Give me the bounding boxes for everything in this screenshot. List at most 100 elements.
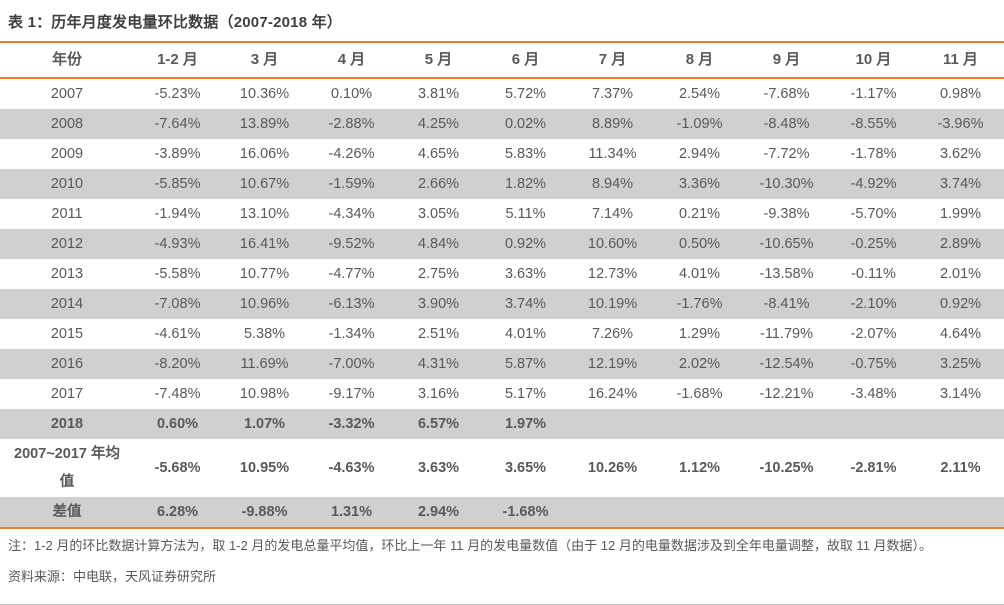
row-label: 2017 <box>50 386 84 402</box>
table-row: 2007~2017 年均值 -5.68% 10.95% -4.63% 3.63% 3.65… <box>0 439 1004 497</box>
table-cell: -4.63% <box>328 460 375 476</box>
table-row: 2015 -4.61% 5.38% -1.34% 2.51% 4.01% 7.26% 1.29… <box>0 319 1004 349</box>
table-cell: 6.28% <box>156 504 199 520</box>
table-body: 2007 -5.23% 10.36% 0.10% 3.81% 5.72% 7.37% 2.54… <box>0 78 1004 528</box>
table-cell: -1.09% <box>676 116 723 132</box>
table-cell: -2.88% <box>328 116 375 132</box>
table-row: 差值 6.28% -9.88% 1.31% 2.94% -1.68% <box>0 497 1004 528</box>
table-cell: 3.65% <box>504 460 547 476</box>
table-row: 2016 -8.20% 11.69% -7.00% 4.31% 5.87% 12.19% 2.… <box>0 349 1004 379</box>
mom-data-table: 年份 1-2 月 3 月 4 月 5 月 6 月 7 月 8 月 9 月 10 月 11 月 200… <box>0 41 1004 529</box>
table-cell: 1.12% <box>678 460 721 476</box>
table-cell <box>743 497 830 528</box>
row-label: 2012 <box>50 236 84 252</box>
row-label: 差值 <box>52 504 82 520</box>
table-cell: -5.23% <box>154 86 201 102</box>
table-cell: 4.64% <box>939 326 982 342</box>
table-cell: -8.41% <box>763 296 810 312</box>
table-cell: -4.26% <box>328 146 375 162</box>
table-cell: -1.76% <box>676 296 723 312</box>
row-label: 2010 <box>50 176 84 192</box>
table-cell: -3.96% <box>937 116 984 132</box>
row-label: 2011 <box>51 206 83 222</box>
table-cell: 7.26% <box>591 326 634 342</box>
table-cell: 10.77% <box>239 266 290 282</box>
table-cell: 4.31% <box>417 356 460 372</box>
table-cell <box>743 409 830 439</box>
table-cell: 11.69% <box>240 356 289 372</box>
table-cell: -2.10% <box>850 296 897 312</box>
table-cell: -0.11% <box>851 266 896 282</box>
table-cell: 10.95% <box>239 460 290 476</box>
row-label: 2015 <box>50 326 84 342</box>
table-cell: -9.52% <box>328 236 375 252</box>
table-cell: 4.01% <box>504 326 547 342</box>
year-column-header: 年份 <box>51 51 82 68</box>
row-label: 2016 <box>50 356 84 372</box>
table-cell: 3.16% <box>417 386 460 402</box>
month-column-header: 9 月 <box>772 51 801 68</box>
table-cell: 16.24% <box>587 386 638 402</box>
month-column-header: 11 月 <box>942 51 979 68</box>
table-cell <box>656 497 743 528</box>
table-cell <box>569 409 656 439</box>
table-cell: -9.17% <box>328 386 375 402</box>
table-cell: 10.26% <box>587 460 638 476</box>
row-label: 2014 <box>50 296 84 312</box>
table-cell: -1.34% <box>328 326 375 342</box>
table-cell: 7.37% <box>591 86 634 102</box>
table-cell: 13.89% <box>239 116 290 132</box>
table-row: 2014 -7.08% 10.96% -6.13% 3.90% 3.74% 10.19% -1… <box>0 289 1004 319</box>
table-cell: -5.70% <box>850 206 897 222</box>
table-cell: -10.30% <box>759 176 814 192</box>
table-cell: 1.82% <box>504 176 547 192</box>
table-cell: -3.89% <box>154 146 201 162</box>
table-row: 2010 -5.85% 10.67% -1.59% 2.66% 1.82% 8.94% 3.3… <box>0 169 1004 199</box>
table-cell: 6.57% <box>417 416 460 432</box>
table-cell: 3.05% <box>417 206 460 222</box>
table-cell: -6.13% <box>328 296 375 312</box>
table-cell: -5.68% <box>154 460 201 476</box>
table-cell: -9.88% <box>241 504 288 520</box>
table-cell: -7.48% <box>154 386 201 402</box>
table-cell: 5.83% <box>504 146 547 162</box>
table-cell: 3.25% <box>939 356 982 372</box>
table-cell: 10.96% <box>239 296 290 312</box>
table-cell: 0.02% <box>504 116 547 132</box>
table-cell: 3.62% <box>939 146 982 162</box>
table-cell: 16.06% <box>239 146 290 162</box>
row-label: 2009 <box>50 146 84 162</box>
table-cell: -3.48% <box>850 386 897 402</box>
table-cell: 7.14% <box>591 206 634 222</box>
table-cell: -4.93% <box>154 236 201 252</box>
table-cell: 0.10% <box>330 86 373 102</box>
table-cell: 13.10% <box>239 206 290 222</box>
table-row: 2013 -5.58% 10.77% -4.77% 2.75% 3.63% 12.73% 4.… <box>0 259 1004 289</box>
table-cell: 12.73% <box>587 266 638 282</box>
table-cell: 8.89% <box>591 116 634 132</box>
table-cell: -12.54% <box>759 356 814 372</box>
table-cell: 2.89% <box>939 236 982 252</box>
table-cell: -0.75% <box>850 356 897 372</box>
table-cell: -10.25% <box>759 460 814 476</box>
month-column-header: 8 月 <box>685 51 714 68</box>
table-cell: -8.20% <box>154 356 201 372</box>
table-cell: 3.63% <box>504 266 547 282</box>
table-cell: 0.92% <box>504 236 547 252</box>
table-row: 2009 -3.89% 16.06% -4.26% 4.65% 5.83% 11.34% 2.… <box>0 139 1004 169</box>
table-cell: 2.75% <box>417 266 460 282</box>
table-cell: -8.55% <box>850 116 897 132</box>
month-column-header: 5 月 <box>424 51 453 68</box>
month-column-header: 4 月 <box>337 51 366 68</box>
table-cell <box>656 409 743 439</box>
table-cell: 2.51% <box>417 326 460 342</box>
table-cell: -1.59% <box>328 176 375 192</box>
table-cell: 4.25% <box>417 116 460 132</box>
table-cell: 12.19% <box>587 356 638 372</box>
table-cell: 2.94% <box>678 146 721 162</box>
table-cell: -1.78% <box>850 146 897 162</box>
table-cell: 2.66% <box>417 176 460 192</box>
table-cell: -0.25% <box>850 236 897 252</box>
row-label: 2008 <box>50 116 84 132</box>
